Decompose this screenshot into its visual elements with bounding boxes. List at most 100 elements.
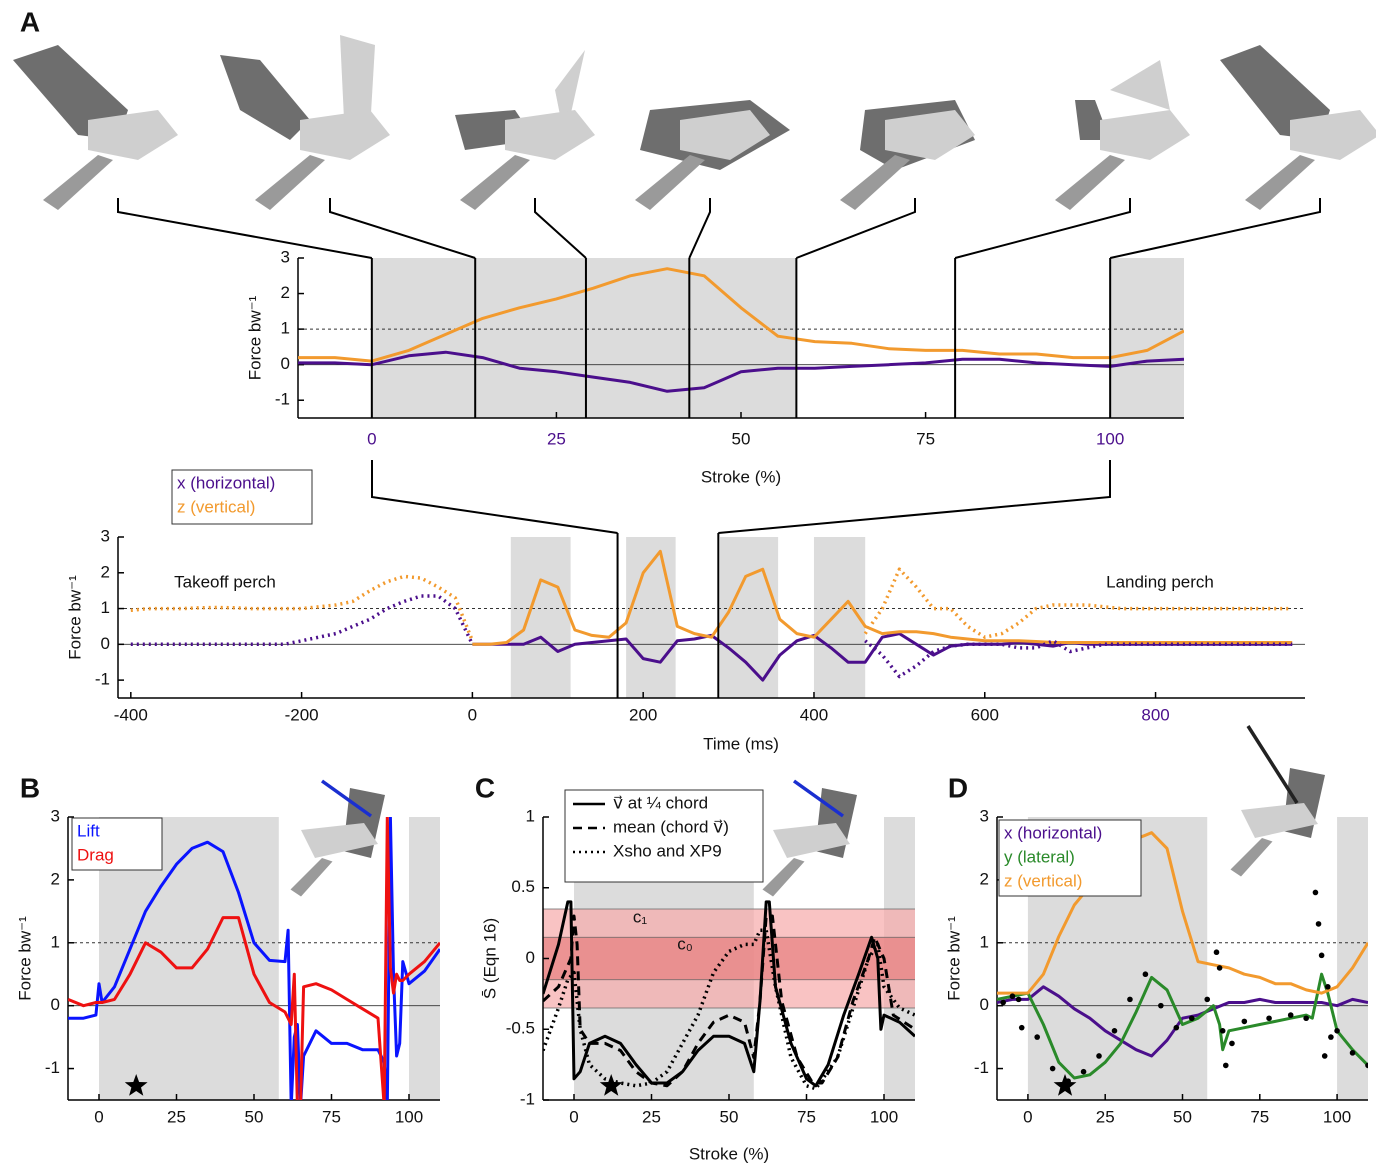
x-axis-label: Stroke (%)	[701, 467, 781, 486]
panel-letter: D	[948, 772, 968, 803]
legend-label: Drag	[77, 845, 114, 864]
y-tick-label: -0.5	[506, 1019, 535, 1038]
x-tick-label: 25	[1096, 1107, 1115, 1126]
y-tick-label: 1	[526, 806, 535, 825]
data-point	[1081, 1069, 1087, 1075]
x-tick-label: 0	[1023, 1107, 1032, 1126]
data-point	[1214, 949, 1220, 955]
x-tick-label: 50	[1173, 1107, 1192, 1126]
data-point	[1325, 984, 1331, 990]
data-point	[1220, 1028, 1226, 1034]
data-point	[1112, 1028, 1118, 1034]
y-axis-label: S̄ (Eqn 16)	[480, 918, 499, 999]
band-label: c₁	[633, 907, 648, 926]
data-point	[1000, 1000, 1006, 1006]
data-point	[1204, 997, 1210, 1003]
y-tick-label: 3	[51, 806, 60, 825]
connector	[535, 198, 586, 258]
data-point	[1217, 965, 1223, 971]
data-point	[1288, 1012, 1294, 1018]
x-tick-label: 0	[367, 429, 376, 448]
x-tick-label: -400	[114, 705, 148, 724]
panel-letter: C	[475, 772, 495, 803]
data-point	[1319, 953, 1325, 959]
x-tick-label: 0	[94, 1107, 103, 1126]
y-tick-label: -1	[974, 1058, 989, 1077]
y-tick-label: 0	[526, 948, 535, 967]
y-tick-label: 1	[980, 932, 989, 951]
legend-label: Xsho and XP9	[613, 841, 722, 860]
data-point	[1223, 1063, 1229, 1069]
y-tick-label: -1	[520, 1089, 535, 1108]
x-tick-label: 75	[1250, 1107, 1269, 1126]
shaded-region	[511, 537, 571, 698]
x-tick-label: 400	[800, 705, 828, 724]
data-point	[1050, 1066, 1056, 1072]
connector	[689, 198, 710, 258]
data-point	[1328, 1034, 1334, 1040]
data-point	[1242, 1019, 1248, 1025]
data-point	[1266, 1015, 1272, 1021]
shaded-region	[720, 537, 778, 698]
connector	[955, 198, 1130, 258]
y-tick-label: 0	[980, 995, 989, 1014]
y-tick-label: 3	[980, 806, 989, 825]
x-tick-label: 75	[797, 1107, 816, 1126]
x-tick-label: 25	[642, 1107, 661, 1126]
y-tick-label: 2	[281, 283, 290, 302]
x-tick-label: 100	[870, 1107, 898, 1126]
x-tick-label: 100	[395, 1107, 423, 1126]
y-axis-label: Force bw⁻¹	[944, 916, 963, 1001]
x-tick-label: 50	[732, 429, 751, 448]
legend-label: mean (chord v⃗)	[613, 817, 729, 836]
data-point	[1303, 1015, 1309, 1021]
data-point	[1127, 997, 1133, 1003]
x-tick-label: 100	[1096, 429, 1124, 448]
x-tick-label: 25	[547, 429, 566, 448]
x-tick-label: -200	[285, 705, 319, 724]
y-tick-label: -1	[275, 390, 290, 409]
x-tick-label: 50	[720, 1107, 739, 1126]
data-point	[1174, 1025, 1180, 1031]
series-line	[472, 634, 1292, 681]
shaded-region	[1337, 817, 1368, 1100]
connector	[118, 198, 372, 258]
x-tick-label: 25	[167, 1107, 186, 1126]
data-point	[1143, 971, 1149, 977]
data-point	[1189, 1015, 1195, 1021]
legend-label: z (vertical)	[1004, 871, 1082, 890]
x-tick-label: 75	[322, 1107, 341, 1126]
data-point	[1365, 1063, 1371, 1069]
legend-label: x (horizontal)	[177, 473, 275, 492]
data-point	[1096, 1053, 1102, 1059]
data-point	[1350, 1050, 1356, 1056]
y-tick-label: 0	[51, 995, 60, 1014]
y-tick-label: 2	[51, 869, 60, 888]
data-point	[1016, 997, 1022, 1003]
data-point	[1010, 993, 1016, 999]
panel-letter: B	[20, 772, 40, 803]
y-tick-label: 0	[101, 634, 110, 653]
panel-letter: A	[20, 6, 40, 37]
y-tick-label: 3	[101, 526, 110, 545]
y-tick-label: 3	[281, 247, 290, 266]
legend-label: Lift	[77, 821, 100, 840]
data-point	[1019, 1025, 1025, 1031]
x-tick-label: 75	[916, 429, 935, 448]
data-point	[1316, 921, 1322, 927]
connector	[372, 460, 618, 533]
y-tick-label: 1	[101, 598, 110, 617]
y-tick-label: -1	[95, 670, 110, 689]
band-label: c₀	[677, 934, 693, 953]
y-tick-label: 1	[281, 319, 290, 338]
x-tick-label: 200	[629, 705, 657, 724]
y-tick-label: 1	[51, 932, 60, 951]
figure: -101230255075100Force bw⁻¹Stroke (%)A-10…	[0, 0, 1376, 1171]
data-point	[1322, 1053, 1328, 1059]
y-tick-label: 2	[101, 562, 110, 581]
connector	[1110, 198, 1320, 258]
x-tick-label: 800	[1141, 705, 1169, 724]
legend-label: x (horizontal)	[1004, 823, 1102, 842]
y-tick-label: 0.5	[511, 877, 535, 896]
y-tick-label: 0	[281, 354, 290, 373]
